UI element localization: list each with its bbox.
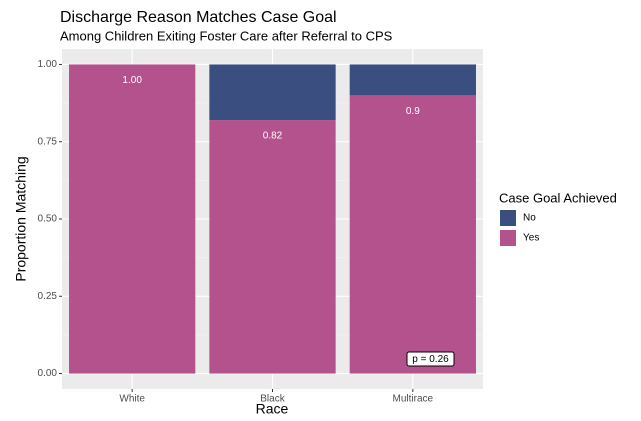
legend-key (500, 210, 516, 226)
legend-label: Yes (523, 233, 539, 244)
annotation: p = 0.26 (412, 354, 449, 365)
y-tick-label: 0.50 (38, 214, 58, 225)
chart-title: Discharge Reason Matches Case Goal (60, 9, 337, 26)
y-tick-label: 1.00 (38, 59, 58, 70)
bar-segment (349, 95, 476, 374)
bar-segment (209, 120, 336, 374)
x-axis-label: Race (256, 401, 289, 417)
data-label: 0.9 (406, 106, 420, 117)
chart-subtitle: Among Children Exiting Foster Care after… (60, 28, 393, 43)
y-tick-label: 0.25 (38, 291, 58, 302)
x-tick-label: Multirace (393, 394, 434, 405)
data-label: 0.82 (263, 131, 283, 142)
y-tick-label: 0.00 (38, 368, 58, 379)
y-axis-label: Proportion Matching (13, 156, 29, 281)
bar-segment (69, 64, 196, 374)
annotation-box (406, 351, 455, 367)
data-label: 1.00 (122, 75, 142, 86)
y-tick-label: 0.75 (38, 136, 58, 147)
bar-segment (209, 64, 336, 121)
legend-title: Case Goal Achieved (499, 190, 617, 205)
x-tick-label: White (119, 394, 145, 405)
x-tick-label: Black (260, 394, 285, 405)
legend-label: No (523, 213, 536, 224)
legend-key (500, 230, 516, 246)
bar-segment (349, 64, 476, 96)
